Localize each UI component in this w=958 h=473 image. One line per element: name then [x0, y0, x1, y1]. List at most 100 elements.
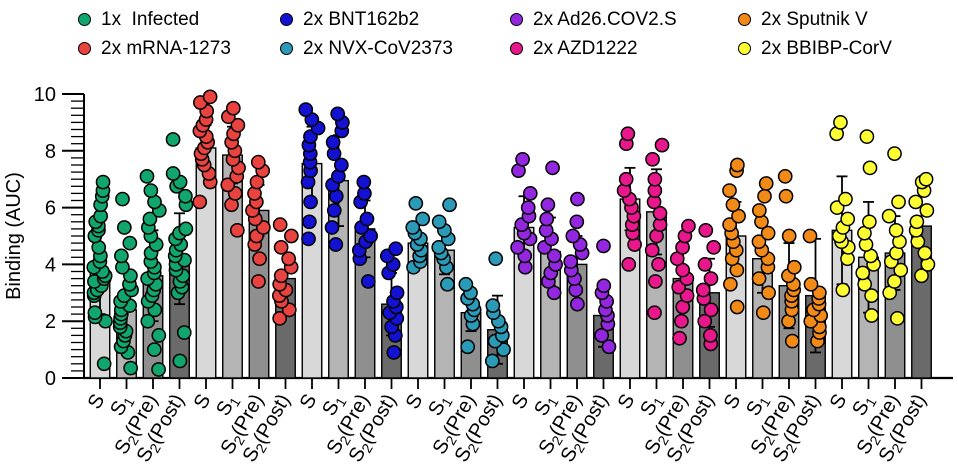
data-point [890, 311, 905, 326]
data-point [855, 265, 871, 281]
data-point [545, 160, 560, 176]
data-point [87, 305, 103, 321]
data-point [760, 225, 776, 241]
data-point [324, 220, 340, 235]
data-point [415, 211, 431, 227]
x-tick-label: S [84, 391, 110, 414]
data-point [706, 240, 722, 255]
data-point [859, 129, 875, 144]
data-point [151, 328, 167, 343]
data-point [618, 171, 634, 187]
y-axis-title: Binding (AUC) [3, 172, 25, 300]
legend-item-label: 2x NVX-CoV2373 [303, 37, 453, 59]
legend-marker-icon [738, 12, 751, 26]
data-point [273, 240, 289, 255]
data-point [151, 362, 166, 377]
data-point [142, 211, 158, 227]
legend-item-label: 2x Sputnik V [761, 8, 868, 30]
legend-item-label: 2x mRNA-1273 [101, 37, 231, 59]
x-tick-label: S [296, 391, 322, 414]
data-point [301, 231, 316, 247]
data-point [272, 217, 288, 232]
data-point [730, 157, 745, 173]
data-point [840, 211, 856, 227]
data-point [862, 160, 878, 176]
data-point [123, 360, 138, 376]
data-point [389, 285, 405, 301]
y-tick-label: 10 [34, 84, 56, 106]
data-point [751, 234, 767, 250]
data-point [802, 228, 818, 244]
data-point [909, 214, 925, 230]
data-point [697, 313, 713, 329]
data-point [594, 328, 610, 343]
data-point [647, 305, 662, 321]
x-tick-label: S [508, 391, 534, 414]
data-point [220, 177, 236, 193]
data-point [803, 276, 819, 292]
data-point [96, 356, 112, 372]
data-point [563, 254, 579, 269]
legend-item: 2x Ad26.COV2.S [510, 9, 677, 29]
data-point [914, 268, 929, 284]
data-point [546, 285, 562, 301]
data-point [722, 217, 737, 232]
data-point [360, 274, 376, 289]
data-point [652, 205, 668, 221]
data-point [758, 176, 774, 191]
legend-item-label: 2x BNT162b2 [303, 8, 420, 30]
data-point [698, 222, 714, 238]
data-point [596, 278, 612, 294]
data-point [359, 211, 375, 227]
data-point [252, 251, 267, 267]
data-point [356, 174, 372, 190]
data-point [225, 100, 241, 116]
data-point [515, 151, 530, 167]
data-point [326, 203, 342, 218]
data-point [648, 274, 663, 289]
legend-item: 2x AZD1222 [510, 38, 638, 58]
data-point [176, 325, 192, 340]
data-point [539, 211, 555, 227]
data-point [250, 154, 266, 170]
data-point [893, 262, 909, 278]
data-point [621, 257, 637, 272]
data-point [303, 194, 318, 210]
data-point [786, 259, 802, 275]
data-point [485, 298, 501, 313]
data-point [546, 248, 562, 264]
data-point [651, 257, 666, 272]
data-point [784, 333, 800, 349]
data-point [522, 186, 538, 201]
legend-marker-icon [280, 41, 293, 55]
data-point [460, 339, 476, 355]
data-point [751, 271, 767, 286]
legend-marker-icon [510, 41, 523, 55]
data-point [122, 235, 138, 251]
x-tick-label: S [402, 391, 428, 414]
data-point [139, 169, 155, 184]
legend-marker-icon [510, 12, 523, 26]
data-point [761, 285, 776, 301]
data-point [697, 257, 713, 272]
data-point [781, 228, 797, 244]
y-tick-label: 8 [45, 141, 56, 163]
data-point [115, 191, 130, 207]
y-tick-label: 2 [45, 311, 56, 333]
data-point [672, 330, 687, 346]
data-point [752, 203, 767, 218]
data-point [178, 188, 193, 204]
data-point [919, 203, 935, 218]
data-point [755, 305, 771, 321]
data-point [298, 102, 314, 117]
y-tick-label: 0 [45, 368, 56, 390]
data-point [165, 166, 181, 181]
data-point [647, 171, 663, 187]
data-point [284, 228, 299, 244]
data-point [674, 313, 689, 329]
x-tick-label: S [826, 391, 852, 414]
data-point [703, 302, 719, 318]
legend-marker-icon [738, 41, 751, 55]
data-point [703, 271, 719, 286]
